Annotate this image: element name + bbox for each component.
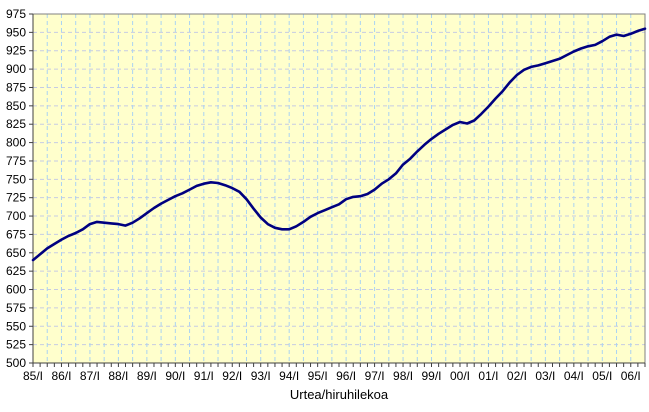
y-tick-label: 675 xyxy=(6,227,26,241)
y-tick-label: 725 xyxy=(6,191,26,205)
y-tick-label: 750 xyxy=(6,172,26,186)
y-tick-label: 925 xyxy=(6,44,26,58)
x-tick-label: 01/I xyxy=(478,369,498,383)
x-tick-label: 94/I xyxy=(279,369,299,383)
x-tick-label: 04/I xyxy=(564,369,584,383)
x-tick-label: 86/I xyxy=(51,369,71,383)
x-tick-label: 89/I xyxy=(137,369,157,383)
x-tick-label: 92/I xyxy=(222,369,242,383)
x-tick-label: 02/I xyxy=(507,369,527,383)
x-tick-label: 88/I xyxy=(108,369,128,383)
y-tick-label: 900 xyxy=(6,62,26,76)
y-tick-label: 975 xyxy=(6,7,26,21)
y-tick-label: 525 xyxy=(6,338,26,352)
y-tick-label: 875 xyxy=(6,80,26,94)
x-tick-label: 85/I xyxy=(23,369,43,383)
x-tick-label: 93/I xyxy=(251,369,271,383)
x-tick-label: 95/I xyxy=(308,369,328,383)
x-tick-label: 00/I xyxy=(450,369,470,383)
y-tick-label: 850 xyxy=(6,99,26,113)
y-tick-label: 825 xyxy=(6,117,26,131)
x-axis-title: Urtea/hiruhilekoa xyxy=(289,387,389,402)
y-tick-label: 950 xyxy=(6,25,26,39)
x-tick-label: 06/I xyxy=(621,369,641,383)
y-tick-label: 500 xyxy=(6,356,26,370)
y-tick-label: 775 xyxy=(6,154,26,168)
x-tick-label: 97/I xyxy=(365,369,385,383)
y-tick-label: 550 xyxy=(6,319,26,333)
x-tick-label: 87/I xyxy=(80,369,100,383)
y-tick-label: 575 xyxy=(6,301,26,315)
y-tick-label: 650 xyxy=(6,246,26,260)
x-tick-label: 05/I xyxy=(592,369,612,383)
y-tick-label: 800 xyxy=(6,136,26,150)
data-series-line xyxy=(31,27,647,262)
y-tick-label: 700 xyxy=(6,209,26,223)
y-tick-label: 625 xyxy=(6,264,26,278)
x-tick-label: 99/I xyxy=(422,369,442,383)
x-tick-label: 98/I xyxy=(393,369,413,383)
x-tick-label: 91/I xyxy=(194,369,214,383)
x-tick-label: 03/I xyxy=(535,369,555,383)
x-tick-label: 96/I xyxy=(336,369,356,383)
plot-area xyxy=(33,14,645,363)
y-tick-label: 600 xyxy=(6,283,26,297)
x-tick-label: 90/I xyxy=(165,369,185,383)
